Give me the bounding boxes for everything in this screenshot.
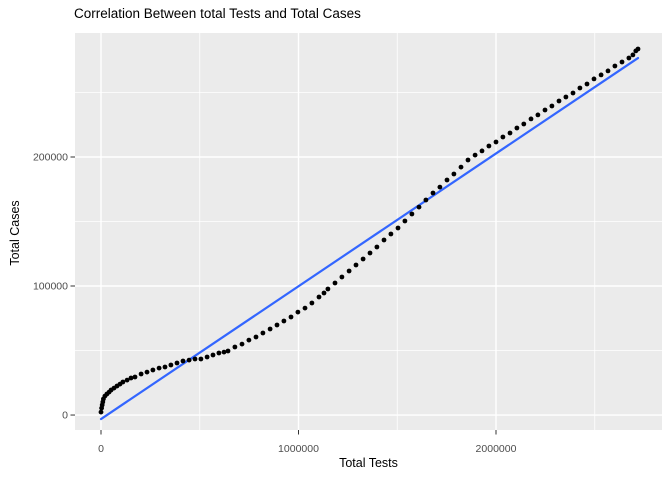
data-point <box>180 358 186 364</box>
data-point <box>186 357 192 363</box>
data-point <box>302 305 308 311</box>
data-point <box>274 322 280 328</box>
data-point <box>124 377 130 383</box>
data-point <box>458 164 464 170</box>
data-point <box>416 204 422 210</box>
data-point <box>325 286 331 292</box>
x-axis-title: Total Tests <box>339 456 398 470</box>
data-point <box>507 130 513 136</box>
data-point <box>479 148 485 154</box>
y-tick-label: 200000 <box>33 151 68 163</box>
data-point <box>198 356 204 362</box>
data-point <box>423 197 429 203</box>
data-point <box>605 68 611 74</box>
data-point <box>500 134 506 140</box>
data-point <box>528 116 534 122</box>
data-point <box>253 334 259 340</box>
data-point <box>295 309 301 315</box>
data-point <box>321 290 327 296</box>
data-point <box>549 103 555 109</box>
x-tick-label: 1000000 <box>278 443 319 455</box>
data-point <box>316 294 322 300</box>
data-point <box>168 362 174 368</box>
data-point <box>598 72 604 78</box>
x-tick-label: 0 <box>98 443 104 455</box>
data-point <box>374 244 380 250</box>
data-point <box>535 112 541 118</box>
data-point <box>584 81 590 87</box>
data-point <box>98 409 104 415</box>
data-point <box>635 46 641 52</box>
data-point <box>309 300 315 306</box>
data-point <box>612 63 618 69</box>
x-tick-label: 2000000 <box>476 443 517 455</box>
data-point <box>493 139 499 145</box>
data-point <box>144 369 150 375</box>
y-axis-title: Total Cases <box>8 200 22 266</box>
data-point <box>339 274 345 280</box>
data-point <box>204 354 210 360</box>
y-tick-label: 0 <box>62 410 68 422</box>
data-point <box>346 268 352 274</box>
data-point <box>232 344 238 350</box>
data-point <box>451 171 457 177</box>
data-point <box>174 360 180 366</box>
y-tick-label: 100000 <box>33 281 68 293</box>
data-point <box>444 177 450 183</box>
data-point <box>128 375 134 381</box>
data-point <box>563 94 569 100</box>
data-point <box>281 318 287 324</box>
data-point <box>156 365 162 371</box>
data-point <box>465 157 471 163</box>
data-point <box>542 107 548 113</box>
data-point <box>514 125 520 131</box>
data-point <box>395 225 401 231</box>
data-point <box>332 280 338 286</box>
data-point <box>556 98 562 104</box>
data-point <box>367 250 373 256</box>
data-point <box>381 237 387 243</box>
data-point <box>630 52 636 58</box>
data-point <box>216 350 222 356</box>
data-point <box>132 374 138 380</box>
data-point <box>260 330 266 336</box>
data-point <box>486 143 492 149</box>
data-point <box>150 367 156 373</box>
data-point <box>360 256 366 262</box>
data-point <box>577 85 583 91</box>
data-point <box>591 76 597 82</box>
data-point <box>402 218 408 224</box>
data-point <box>353 262 359 268</box>
data-point <box>221 349 227 355</box>
data-point <box>267 326 273 332</box>
data-point <box>626 55 632 61</box>
data-point <box>409 211 415 217</box>
data-point <box>437 184 443 190</box>
data-point <box>388 231 394 237</box>
data-point <box>138 371 144 377</box>
data-point <box>288 314 294 320</box>
data-point <box>210 352 216 358</box>
data-point <box>246 337 252 343</box>
data-point <box>619 59 625 65</box>
data-point <box>472 152 478 158</box>
chart-title: Correlation Between total Tests and Tota… <box>74 6 361 21</box>
data-point <box>521 121 527 127</box>
data-point <box>430 190 436 196</box>
data-point <box>225 348 231 354</box>
data-point <box>192 356 198 362</box>
data-point <box>239 341 245 347</box>
data-point <box>120 379 126 385</box>
data-point <box>162 364 168 370</box>
data-point <box>570 90 576 96</box>
